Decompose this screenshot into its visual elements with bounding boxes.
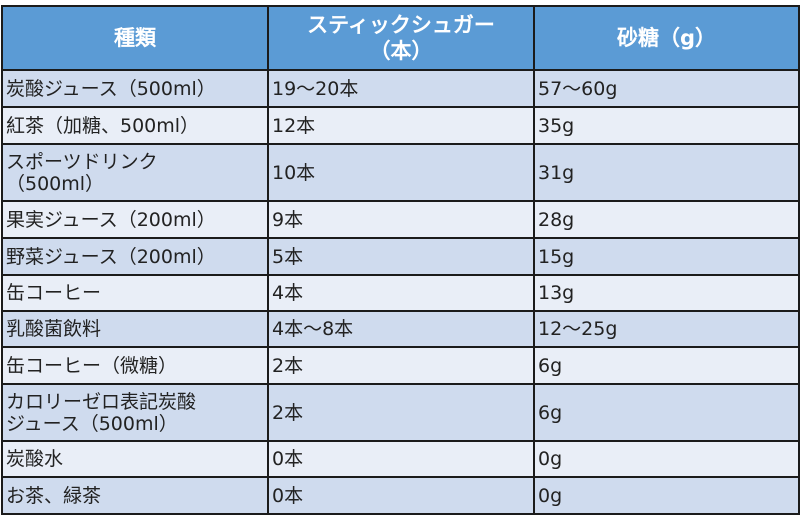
cell-sticks: 9本 [267,200,535,239]
cell-type: お茶、緑茶 [1,476,269,515]
table-row: スポーツドリンク （500ml） 10本 31g [1,143,800,202]
cell-type: スポーツドリンク （500ml） [1,143,269,202]
table-row: 缶コーヒー（微糖） 2本 6g [1,346,800,385]
cell-type: 缶コーヒー [1,274,269,312]
cell-sugar: 28g [533,200,800,239]
cell-sugar: 31g [533,143,800,202]
table-row: カロリーゼロ表記炭酸 ジュース（500ml） 2本 6g [1,383,800,442]
cell-type: 野菜ジュース（200ml） [1,237,269,276]
header-sugar: 砂糖（g） [533,5,800,71]
cell-sugar: 6g [533,383,800,442]
cell-sticks: 12本 [267,106,535,145]
table-row: 炭酸ジュース（500ml） 19〜20本 57〜60g [1,69,800,108]
cell-type-line2: （500ml） [6,172,105,195]
table-row: 炭酸水 0本 0g [1,440,800,478]
cell-sugar: 57〜60g [533,69,800,108]
cell-type-line2: ジュース（500ml） [6,412,178,435]
cell-sticks: 0本 [267,476,535,515]
cell-type: 炭酸水 [1,440,269,478]
cell-type: 乳酸菌飲料 [1,310,269,348]
cell-sugar: 12〜25g [533,310,800,348]
cell-sticks: 5本 [267,237,535,276]
table-row: 乳酸菌飲料 4本〜8本 12〜25g [1,310,800,348]
table-row: 野菜ジュース（200ml） 5本 15g [1,237,800,276]
cell-sugar: 0g [533,440,800,478]
header-type: 種類 [1,5,269,71]
cell-type-line1: スポーツドリンク [6,150,158,173]
cell-sugar: 15g [533,237,800,276]
cell-sticks: 10本 [267,143,535,202]
cell-type-line1: カロリーゼロ表記炭酸 [6,390,197,413]
table-row: 果実ジュース（200ml） 9本 28g [1,200,800,239]
sugar-content-table: 種類 スティックシュガー （本） 砂糖（g） 炭酸ジュース（500ml） 19〜20… [1,5,800,515]
cell-type: 炭酸ジュース（500ml） [1,69,269,108]
cell-sticks: 0本 [267,440,535,478]
cell-sticks: 2本 [267,346,535,385]
table-row: お茶、緑茶 0本 0g [1,476,800,515]
cell-sugar: 35g [533,106,800,145]
header-sticks-line2: （本） [369,39,433,63]
table-row: 紅茶（加糖、500ml） 12本 35g [1,106,800,145]
cell-sticks: 19〜20本 [267,69,535,108]
cell-type: 缶コーヒー（微糖） [1,346,269,385]
cell-type: カロリーゼロ表記炭酸 ジュース（500ml） [1,383,269,442]
header-row: 種類 スティックシュガー （本） 砂糖（g） [1,5,800,71]
cell-sticks: 2本 [267,383,535,442]
cell-sugar: 13g [533,274,800,312]
cell-type: 果実ジュース（200ml） [1,200,269,239]
cell-sticks: 4本 [267,274,535,312]
header-sticks-line1: スティックシュガー [307,13,495,37]
cell-type: 紅茶（加糖、500ml） [1,106,269,145]
table-row: 缶コーヒー 4本 13g [1,274,800,312]
cell-sugar: 0g [533,476,800,515]
header-sticks: スティックシュガー （本） [267,5,535,71]
cell-sugar: 6g [533,346,800,385]
cell-sticks: 4本〜8本 [267,310,535,348]
